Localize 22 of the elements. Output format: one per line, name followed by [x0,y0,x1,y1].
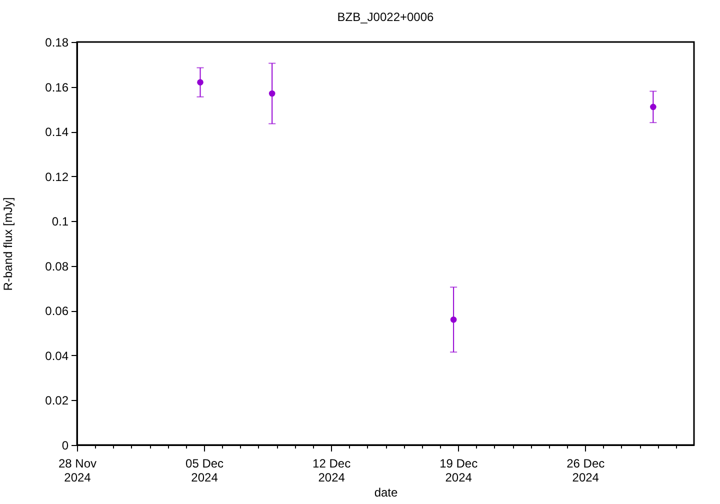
y-tick-label: 0.06 [45,304,69,318]
y-tick-label: 0.16 [45,80,69,94]
x-tick-label: 19 Dec 2024 [440,456,478,484]
chart-title: BZB_J0022+0006 [337,10,434,24]
point [197,79,204,86]
y-tick-label: 0.08 [45,259,69,274]
y-tick-label: 0 [62,438,69,452]
point [450,316,457,323]
y-axis-title: R-band flux [mJy] [1,197,16,291]
point [650,104,656,110]
point [268,90,276,97]
x-tick-label: 05 Dec 2024 [186,456,224,484]
y-tick-label: 0.02 [45,394,69,408]
x-axis-title: date [374,486,398,500]
y-tick-label: 0.14 [45,125,69,140]
y-tick-label: 0.04 [45,348,69,363]
y-tick-label: 0.18 [45,36,69,50]
x-tick-label: 26 Dec 2024 [566,456,605,484]
y-tick-label: 0.12 [45,170,69,184]
x-tick-label: 28 Nov 2024 [58,456,97,484]
x-tick-label: 12 Dec 2024 [312,456,351,484]
y-tick-label: 0.1 [52,214,69,229]
